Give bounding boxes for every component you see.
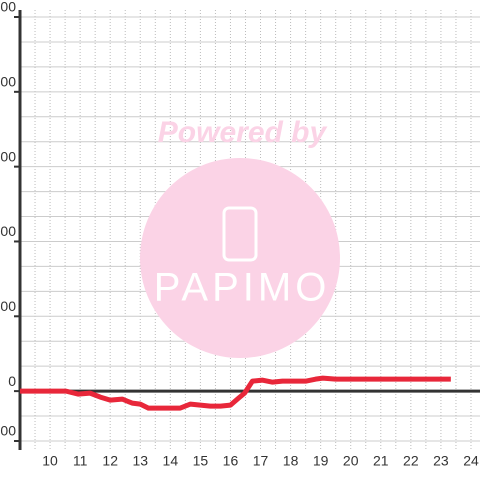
watermark-top: Powered by [158, 116, 328, 149]
x-tick-label: 11 [73, 453, 88, 469]
x-tick-label: 12 [102, 453, 118, 469]
y-tick-label: -20,000 [0, 423, 16, 439]
x-tick-label: 21 [373, 453, 389, 469]
y-tick-label: 150,000 [0, 0, 16, 15]
x-tick-label: 16 [223, 453, 239, 469]
foreground: 10 11 12 13 14 15 16 17 18 19 20 21 22 23 24 -20,000 0 30… [0, 0, 479, 469]
y-tick-label: 30,000 [0, 298, 16, 314]
x-tick-label: 22 [403, 453, 419, 469]
watermark-phone [222, 206, 258, 262]
y-tick-label: 120,000 [0, 74, 16, 90]
x-tick-label: 19 [313, 453, 329, 469]
x-tick-label: 13 [132, 453, 148, 469]
y-tick-label: 90,000 [0, 148, 16, 164]
x-tick-label: 24 [463, 453, 479, 469]
x-tick-label: 18 [283, 453, 299, 469]
x-tick-label: 15 [193, 453, 209, 469]
data-line [20, 375, 451, 411]
watermark: Powered by PAPIMO [140, 116, 340, 358]
x-tick-label: 20 [343, 453, 359, 469]
x-tick-label: 14 [163, 453, 179, 469]
watermark-circle [140, 158, 340, 358]
x-tick-label: 23 [433, 453, 449, 469]
watermark-bottom: PAPIMO [154, 266, 331, 310]
x-tick-label: 10 [42, 453, 58, 469]
y-tick-label: 0 [8, 373, 16, 389]
y-tick-label: 60,000 [0, 223, 16, 239]
x-tick-label: 17 [253, 453, 269, 469]
